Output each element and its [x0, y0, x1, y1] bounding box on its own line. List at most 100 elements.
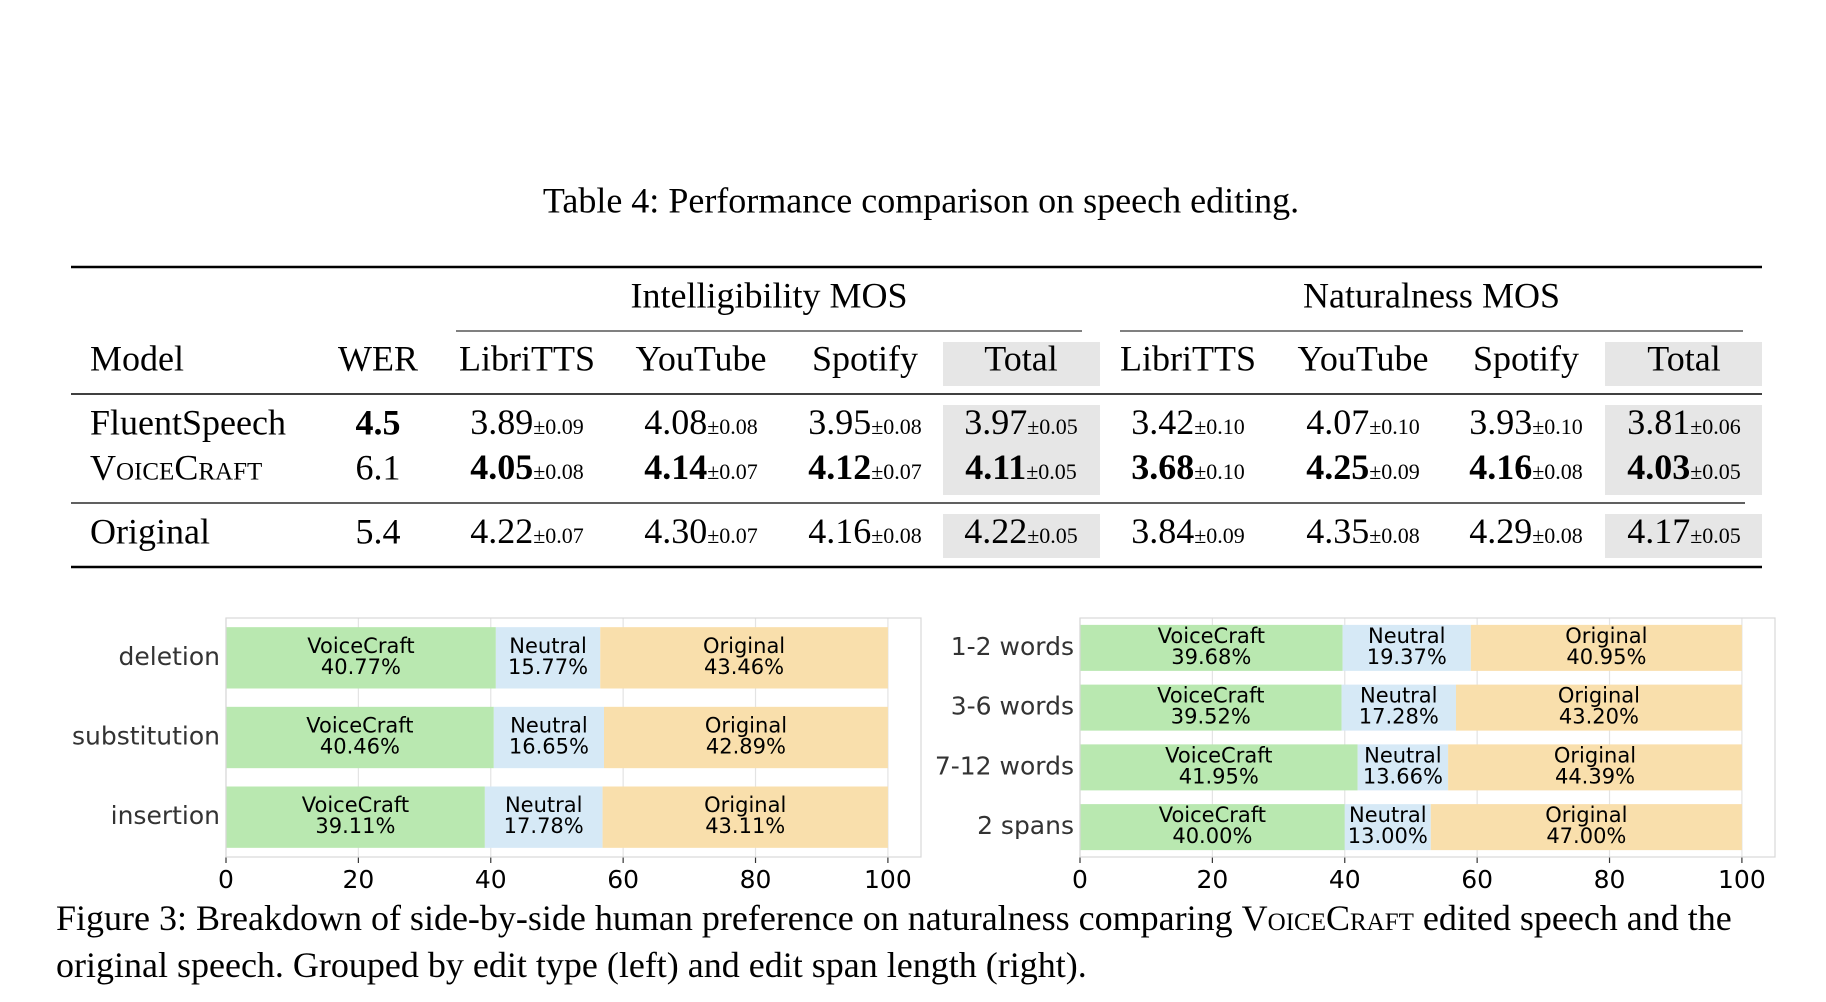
x-tick-label: 0	[1072, 865, 1088, 894]
bar-segment	[226, 706, 494, 769]
score-value: 3.84	[1131, 511, 1194, 551]
score-cell: 4.16±0.08	[1469, 447, 1583, 487]
score-cell: 4.22±0.05	[964, 511, 1078, 551]
total-shade	[1605, 342, 1762, 386]
x-tick-label: 0	[218, 865, 234, 894]
segment-value: 41.95%	[1179, 764, 1259, 788]
score-error: ±0.07	[707, 523, 758, 548]
category-label: deletion	[119, 642, 220, 671]
segment-value: 17.28%	[1359, 705, 1439, 729]
segment-name: Neutral	[1368, 624, 1446, 648]
score-cell: 3.81±0.06	[1627, 402, 1741, 442]
score-value: 4.30	[644, 511, 707, 551]
x-tick-label: 40	[1329, 865, 1361, 894]
score-error: ±0.08	[1369, 523, 1420, 548]
segment-value: 43.46%	[704, 655, 784, 679]
segment-name: Neutral	[1364, 743, 1442, 767]
bar-segment	[1342, 624, 1471, 671]
segment-name: VoiceCraft	[1157, 684, 1264, 708]
score-error: ±0.10	[1532, 414, 1583, 439]
score-error: ±0.09	[533, 414, 584, 439]
score-value: 4.08	[644, 402, 707, 442]
bar-segment	[1080, 804, 1345, 851]
score-cell: 3.68±0.10	[1131, 447, 1245, 487]
score-cell: 4.22±0.07	[470, 511, 584, 551]
score-error: ±0.05	[1027, 414, 1078, 439]
x-tick-label: 20	[1196, 865, 1228, 894]
bar-segment	[495, 627, 601, 689]
score-value: 3.42	[1131, 402, 1194, 442]
segment-name: VoiceCraft	[307, 634, 414, 658]
segment-name: Neutral	[505, 793, 583, 817]
score-error: ±0.08	[1532, 459, 1583, 484]
score-cell: 4.14±0.07	[644, 447, 758, 487]
column-header: WER	[338, 338, 418, 378]
segment-name: Original	[1558, 684, 1640, 708]
bar-segment	[226, 627, 496, 689]
score-value: 3.81	[1627, 402, 1690, 442]
score-value: 4.35	[1306, 511, 1369, 551]
score-cell: 4.35±0.08	[1306, 511, 1420, 551]
bar-segment	[1448, 744, 1742, 791]
score-cell: 4.25±0.09	[1306, 447, 1420, 487]
segment-value: 13.66%	[1363, 764, 1443, 788]
total-shade	[943, 342, 1100, 386]
bar-segment	[600, 627, 888, 689]
score-value: 4.22	[470, 511, 533, 551]
score-cell: 4.30±0.07	[644, 511, 758, 551]
score-cell: 3.89±0.09	[470, 402, 584, 442]
category-label: 2 spans	[977, 811, 1074, 840]
group-header: Naturalness MOS	[1303, 275, 1560, 315]
segment-name: VoiceCraft	[302, 793, 409, 817]
figure-caption: Figure 3: Breakdown of side-by-side huma…	[56, 895, 1791, 989]
score-value: 4.07	[1306, 402, 1369, 442]
score-error: ±0.06	[1690, 414, 1741, 439]
plot-frame	[1079, 617, 1776, 858]
segment-value: 44.39%	[1555, 764, 1635, 788]
segment-value: 40.95%	[1566, 645, 1646, 669]
score-error: ±0.09	[1369, 459, 1420, 484]
segment-value: 43.20%	[1559, 705, 1639, 729]
segment-value: 40.46%	[320, 735, 400, 759]
column-header: YouTube	[1297, 338, 1428, 378]
bar-segment	[1341, 684, 1456, 731]
total-shade	[1605, 514, 1762, 558]
x-tick-label: 80	[740, 865, 772, 894]
score-value: 3.93	[1469, 402, 1532, 442]
segment-name: Neutral	[1349, 803, 1427, 827]
score-error: ±0.08	[533, 459, 584, 484]
score-error: ±0.05	[1690, 459, 1741, 484]
score-cell: 3.93±0.10	[1469, 402, 1583, 442]
x-tick-label: 60	[607, 865, 639, 894]
bar-segment	[1357, 744, 1449, 791]
segment-name: VoiceCraft	[1159, 803, 1266, 827]
score-error: ±0.07	[707, 459, 758, 484]
segment-name: Neutral	[510, 714, 588, 738]
score-cell: 4.07±0.10	[1306, 402, 1420, 442]
score-value: 4.22	[964, 511, 1027, 551]
score-error: ±0.05	[1690, 523, 1741, 548]
bar-segment	[602, 786, 888, 848]
score-error: ±0.09	[1194, 523, 1245, 548]
score-cell: 4.11±0.05	[965, 447, 1077, 487]
score-value: 4.12	[808, 447, 871, 487]
segment-name: Original	[705, 714, 787, 738]
column-header: Model	[90, 338, 184, 378]
column-header: Spotify	[1473, 338, 1579, 378]
segment-name: Original	[703, 634, 785, 658]
model-name: Original	[90, 511, 210, 551]
score-cell: 4.17±0.05	[1627, 511, 1741, 551]
segment-value: 16.65%	[509, 735, 589, 759]
score-value: 4.16	[808, 511, 871, 551]
category-label: 1-2 words	[951, 632, 1074, 661]
segment-value: 39.68%	[1171, 645, 1251, 669]
score-error: ±0.08	[707, 414, 758, 439]
score-error: ±0.05	[1027, 523, 1078, 548]
score-cell: 4.12±0.07	[808, 447, 922, 487]
score-cell: 4.03±0.05	[1627, 447, 1741, 487]
column-header: LibriTTS	[459, 338, 595, 378]
segment-value: 47.00%	[1546, 824, 1626, 848]
score-error: ±0.10	[1194, 414, 1245, 439]
score-error: ±0.08	[1532, 523, 1583, 548]
